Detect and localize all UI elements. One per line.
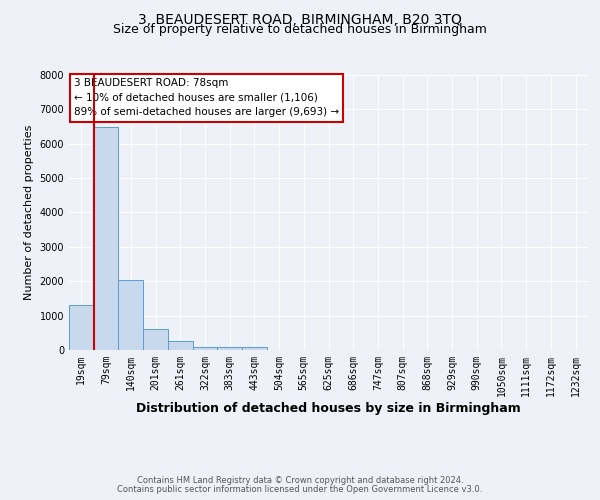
Bar [168, 340, 193, 350]
Bar [118, 280, 143, 350]
Bar [193, 346, 217, 350]
Text: Contains HM Land Registry data © Crown copyright and database right 2024.: Contains HM Land Registry data © Crown c… [137, 476, 463, 485]
Text: Contains public sector information licensed under the Open Government Licence v3: Contains public sector information licen… [118, 485, 482, 494]
Text: 3 BEAUDESERT ROAD: 78sqm
← 10% of detached houses are smaller (1,106)
89% of sem: 3 BEAUDESERT ROAD: 78sqm ← 10% of detach… [74, 78, 340, 118]
Text: Size of property relative to detached houses in Birmingham: Size of property relative to detached ho… [113, 24, 487, 36]
Bar [94, 126, 118, 350]
Bar [143, 328, 168, 350]
Text: 3, BEAUDESERT ROAD, BIRMINGHAM, B20 3TQ: 3, BEAUDESERT ROAD, BIRMINGHAM, B20 3TQ [138, 12, 462, 26]
Bar [217, 348, 242, 350]
Bar [242, 348, 267, 350]
X-axis label: Distribution of detached houses by size in Birmingham: Distribution of detached houses by size … [136, 402, 521, 414]
Bar [69, 306, 94, 350]
Y-axis label: Number of detached properties: Number of detached properties [24, 125, 34, 300]
